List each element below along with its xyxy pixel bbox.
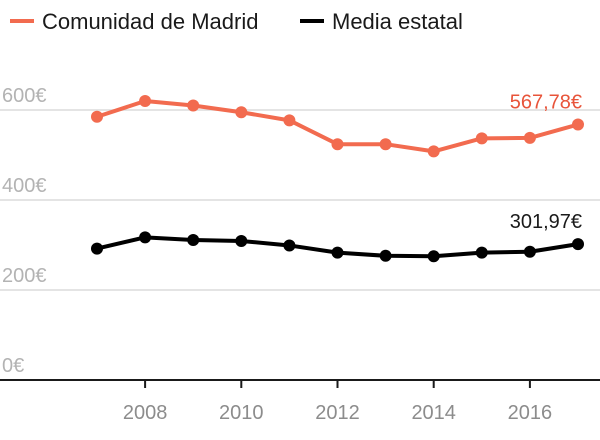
data-point (187, 99, 200, 112)
y-tick-label: 400€ (2, 175, 47, 197)
data-point (283, 114, 296, 127)
y-tick-label: 0€ (2, 355, 24, 377)
data-point (235, 106, 248, 119)
data-point (572, 238, 584, 251)
data-point (139, 95, 152, 107)
series-0: 567,78€ (91, 91, 584, 158)
legend: Comunidad de Madrid Media estatal (10, 9, 463, 34)
data-point (331, 246, 344, 259)
data-point (379, 138, 392, 151)
x-axis: 2008 2010 2012 2014 2016 (0, 379, 600, 424)
data-point (235, 234, 248, 247)
series-layer: 567,78€ 301,97€ (91, 91, 584, 263)
data-point (139, 231, 152, 244)
grid (0, 109, 600, 291)
legend-label-madrid: Comunidad de Madrid (42, 9, 258, 34)
data-point (475, 132, 488, 145)
series-1: 301,97€ (91, 211, 584, 263)
y-axis-ticks: 0€ 200€ 400€ 600€ (2, 85, 47, 377)
end-value-label: 301,97€ (510, 211, 582, 233)
data-point (379, 249, 392, 262)
data-point (331, 138, 344, 151)
data-point (572, 118, 584, 131)
end-value-label: 567,78€ (510, 91, 582, 113)
y-tick-label: 600€ (2, 85, 47, 107)
data-point (523, 245, 536, 258)
x-tick-label: 2014 (411, 402, 456, 424)
y-tick-label: 200€ (2, 265, 47, 287)
x-tick-label: 2016 (508, 402, 553, 424)
data-point (427, 145, 440, 158)
data-point (187, 234, 200, 247)
data-point (475, 246, 488, 259)
x-tick-label: 2008 (123, 402, 168, 424)
legend-label-estatal: Media estatal (332, 9, 463, 34)
data-point (91, 110, 103, 123)
data-point (523, 131, 536, 144)
x-tick-label: 2010 (219, 402, 264, 424)
data-point (91, 242, 103, 255)
data-point (427, 250, 440, 263)
data-point (283, 239, 296, 252)
x-tick-label: 2012 (315, 402, 360, 424)
